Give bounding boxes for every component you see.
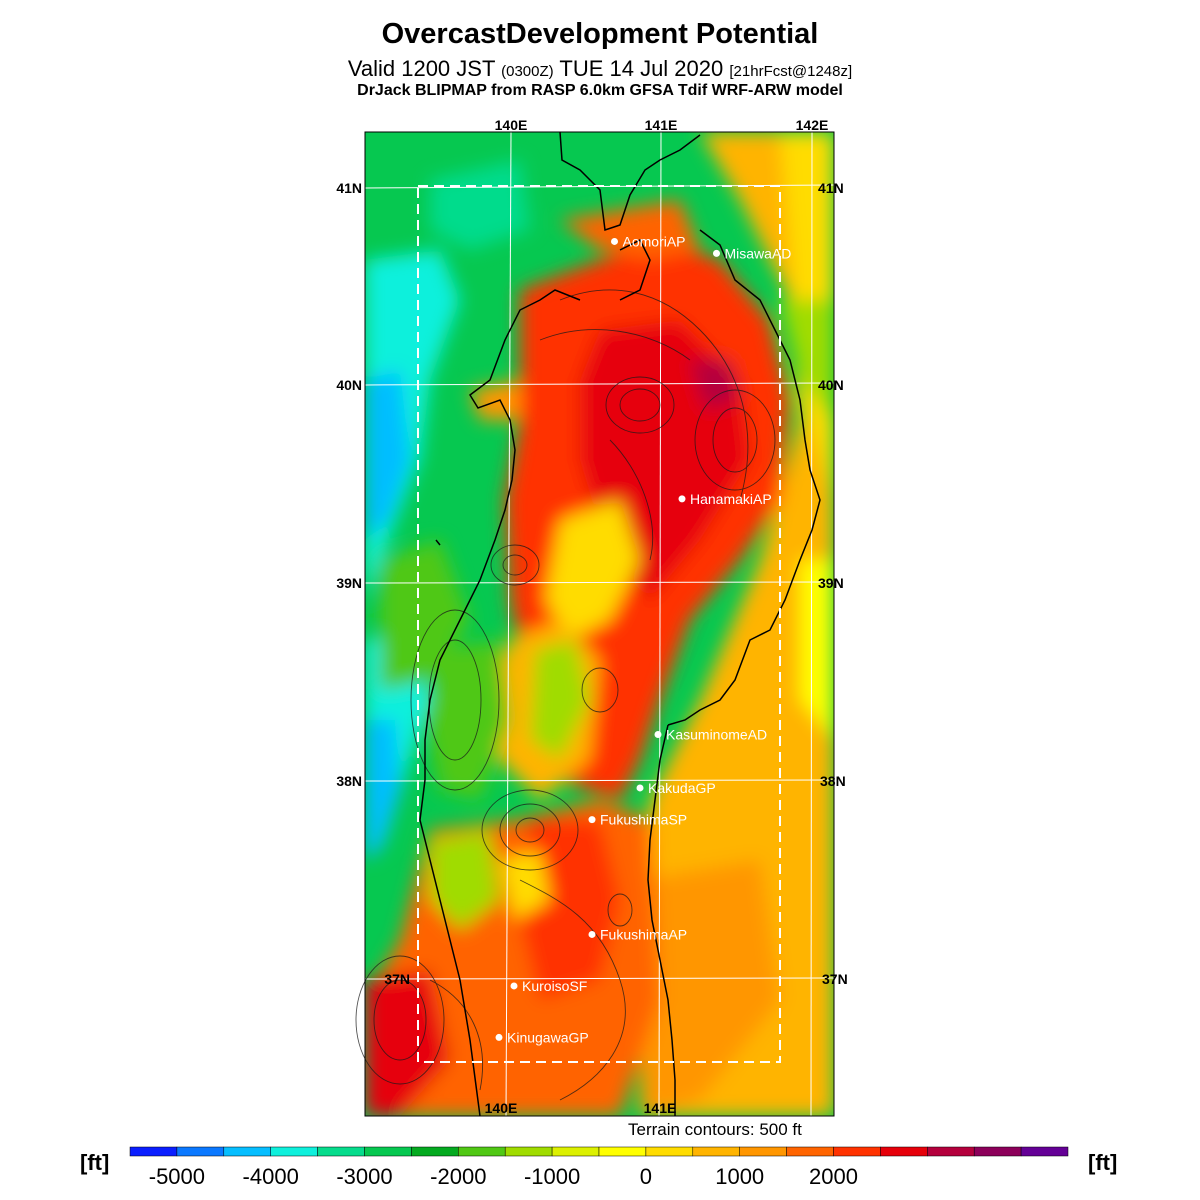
- inner-domain-box: [417, 185, 781, 1063]
- legend-swatch: [692, 1146, 740, 1157]
- station-dot: [713, 249, 720, 257]
- lat-label-right-38: 38N: [820, 773, 846, 789]
- map-frame: [364, 131, 835, 1117]
- legend-swatch: [645, 1146, 694, 1157]
- lat-label-left-38: 38N: [336, 773, 362, 789]
- station-dot: [588, 930, 596, 938]
- legend-tick-label: -3000: [336, 1164, 392, 1189]
- valid-time: Valid 1200 JST (0300Z) TUE 14 Jul 2020 […: [0, 56, 1200, 82]
- valid-date: TUE 14 Jul 2020: [559, 56, 724, 81]
- terrain-contour-note: Terrain contours: 500 ft: [628, 1120, 802, 1139]
- field-layer: [365, 132, 834, 1116]
- legend-unit-right: [ft]: [1088, 1150, 1118, 1175]
- model-description: DrJack BLIPMAP from RASP 6.0km GFSA Tdif…: [357, 82, 843, 99]
- map-canvas: 140E 141E 142E 140E 141E 41N 40N 39N 38N…: [336, 117, 848, 1117]
- legend-tick-label: -4000: [243, 1164, 299, 1189]
- legend-swatch: [1020, 1146, 1069, 1157]
- station-dot: [611, 237, 618, 245]
- legend-swatch: [317, 1146, 365, 1157]
- color-legend: -5000 -4000 -3000 -2000 -1000 0 1000 2000: [129, 1146, 1069, 1189]
- station-label: FukushimaSP: [600, 812, 687, 828]
- lon-label-top-142: 142E: [796, 117, 829, 133]
- station-label: KakudaGP: [648, 780, 716, 796]
- lat-label-right-37: 37N: [822, 971, 848, 987]
- legend-swatch: [739, 1146, 787, 1157]
- station-label: KinugawaGP: [507, 1029, 589, 1045]
- lat-label-left-39: 39N: [336, 575, 362, 591]
- legend-tick-label: -1000: [524, 1164, 580, 1189]
- lon-label-bottom-140: 140E: [485, 1100, 518, 1116]
- lon-label-top-141: 141E: [645, 117, 678, 133]
- station-label: MisawaAD: [725, 245, 792, 261]
- station-markers: AomoriAP MisawaAD HanamakiAP KasuminomeAD Ka…: [495, 233, 792, 1045]
- valid-prefix: Valid 1200 JST: [347, 56, 495, 81]
- lat-label-left-37: 37N: [384, 971, 410, 987]
- legend-swatch: [786, 1146, 834, 1157]
- legend-swatch: [880, 1146, 928, 1157]
- legend-swatch: [927, 1146, 975, 1157]
- station-dot: [588, 816, 596, 824]
- lat-label-right-40: 40N: [818, 377, 844, 393]
- lat-label-left-41: 41N: [336, 180, 362, 196]
- lat-label-left-40: 40N: [336, 377, 362, 393]
- station-dot: [636, 784, 644, 792]
- legend-tick-label: -2000: [430, 1164, 486, 1189]
- legend-swatch: [176, 1146, 225, 1157]
- legend-swatch: [598, 1146, 647, 1157]
- station-dot: [495, 1033, 503, 1041]
- station-label: AomoriAP: [623, 233, 686, 249]
- graticule: [364, 131, 835, 1117]
- lat-label-right-41: 41N: [818, 180, 844, 196]
- legend-swatch: [223, 1146, 271, 1157]
- station-label: KasuminomeAD: [666, 726, 767, 742]
- legend-unit-left: [ft]: [80, 1150, 110, 1175]
- station-dot: [678, 495, 686, 503]
- axis-labels: 140E 141E 142E 140E 141E 41N 40N 39N 38N…: [336, 117, 847, 1116]
- legend-swatch: [504, 1146, 553, 1157]
- legend-swatch: [973, 1146, 1022, 1157]
- lon-label-top-140: 140E: [495, 117, 528, 133]
- legend-swatch: [270, 1146, 318, 1157]
- map-title: OvercastDevelopment Potential: [381, 18, 819, 50]
- coastline: [419, 131, 821, 1117]
- legend-swatch: [364, 1146, 412, 1157]
- station-dot: [654, 730, 662, 738]
- valid-zulu: (0300Z): [501, 63, 554, 80]
- legend-swatch: [129, 1146, 178, 1157]
- legend-tick-label: 0: [640, 1164, 652, 1189]
- station-label: HanamakiAP: [690, 491, 772, 507]
- lat-label-right-39: 39N: [818, 575, 844, 591]
- legend-tick-label: -5000: [149, 1164, 205, 1189]
- legend-tick-label: 1000: [715, 1164, 764, 1189]
- lon-label-bottom-141: 141E: [644, 1100, 677, 1116]
- terrain-contours: [355, 289, 776, 1101]
- forecast-info: [21hrFcst@1248z]: [729, 63, 853, 80]
- legend-swatch: [833, 1146, 881, 1157]
- legend-swatch: [551, 1146, 600, 1157]
- legend-swatch: [411, 1146, 459, 1157]
- legend-tick-label: 2000: [809, 1164, 858, 1189]
- station-label: KuroisoSF: [522, 978, 587, 994]
- legend-swatch: [458, 1146, 506, 1157]
- station-label: FukushimaAP: [600, 926, 687, 942]
- station-dot: [510, 982, 518, 990]
